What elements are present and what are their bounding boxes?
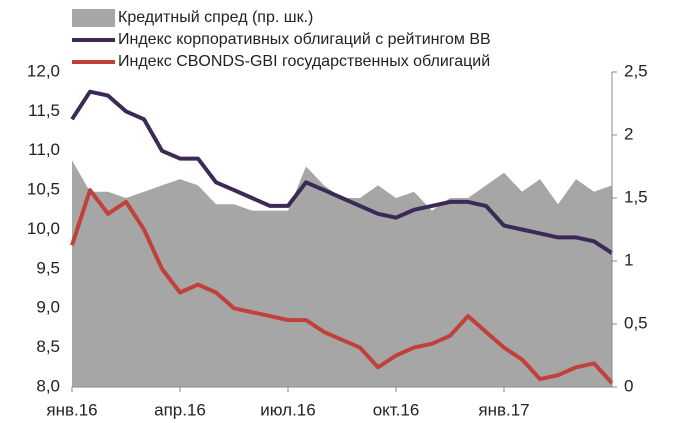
y-tick-label: 8,5 bbox=[36, 337, 60, 356]
y-tick-label: 9,5 bbox=[36, 258, 60, 277]
y-tick-label: 10,0 bbox=[27, 219, 60, 238]
series-line bbox=[70, 89, 614, 255]
x-tick-label: июл.16 bbox=[260, 400, 315, 419]
y-tick-label: 9,0 bbox=[36, 298, 60, 317]
legend-label: Индекс корпоративных облигаций с рейтинг… bbox=[118, 31, 491, 48]
y2-tick-label: 0,5 bbox=[624, 313, 648, 332]
x-tick-label: янв.16 bbox=[46, 400, 97, 419]
y2-tick-label: 2 bbox=[624, 124, 633, 143]
x-tick-label: апр.16 bbox=[154, 400, 206, 419]
x-tick-label: окт.16 bbox=[373, 400, 420, 419]
y-tick-label: 11,5 bbox=[28, 101, 60, 120]
legend-swatch bbox=[72, 9, 115, 27]
series-line bbox=[70, 188, 614, 385]
y-tick-label: 12,0 bbox=[27, 61, 60, 80]
y2-tick-label: 1 bbox=[624, 250, 633, 269]
legend-label: Индекс CBONDS-GBI государственных облига… bbox=[118, 53, 490, 70]
y2-tick-label: 2,5 bbox=[624, 61, 648, 80]
y2-tick-label: 1,5 bbox=[624, 187, 648, 206]
y-tick-label: 11,0 bbox=[28, 140, 60, 159]
y-tick-label: 8,0 bbox=[36, 376, 60, 395]
y2-tick-label: 0 bbox=[624, 376, 633, 395]
x-tick-label: янв.17 bbox=[478, 400, 529, 419]
legend-label: Кредитный спред (пр. шк.) bbox=[118, 9, 313, 26]
y-tick-label: 10,5 bbox=[27, 180, 60, 199]
spread-area bbox=[72, 160, 612, 387]
